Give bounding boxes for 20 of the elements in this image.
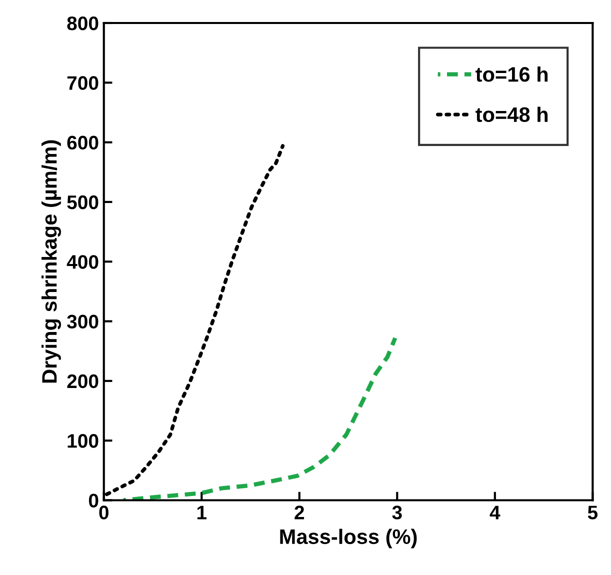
x-tick-label: 3 xyxy=(392,506,402,520)
line-series xyxy=(121,336,398,500)
x-tick-label: 4 xyxy=(490,506,500,520)
y-tick-label: 800 xyxy=(67,16,98,30)
x-tick-label: 2 xyxy=(294,506,304,520)
y-tick-label: 700 xyxy=(67,76,98,90)
y-tick-label: 200 xyxy=(67,374,98,388)
y-tick-label: 600 xyxy=(67,136,98,150)
y-tick-label: 500 xyxy=(67,195,98,210)
legend-label: to=48 h xyxy=(476,106,548,122)
y-tick-label: 100 xyxy=(68,434,98,448)
x-tick-label: 0 xyxy=(99,506,108,520)
x-axis-title: Mass-loss (%) xyxy=(280,528,417,548)
x-tick-label: 5 xyxy=(588,506,598,520)
x-tick-label: 1 xyxy=(197,506,206,520)
y-tick-label: 300 xyxy=(67,314,98,329)
y-tick-label: 400 xyxy=(66,255,98,269)
legend-label: to=16 h xyxy=(476,66,548,82)
y-axis-title: Drying shrinkage (µm/m) xyxy=(42,140,62,383)
y-tick-label: 0 xyxy=(88,494,98,508)
